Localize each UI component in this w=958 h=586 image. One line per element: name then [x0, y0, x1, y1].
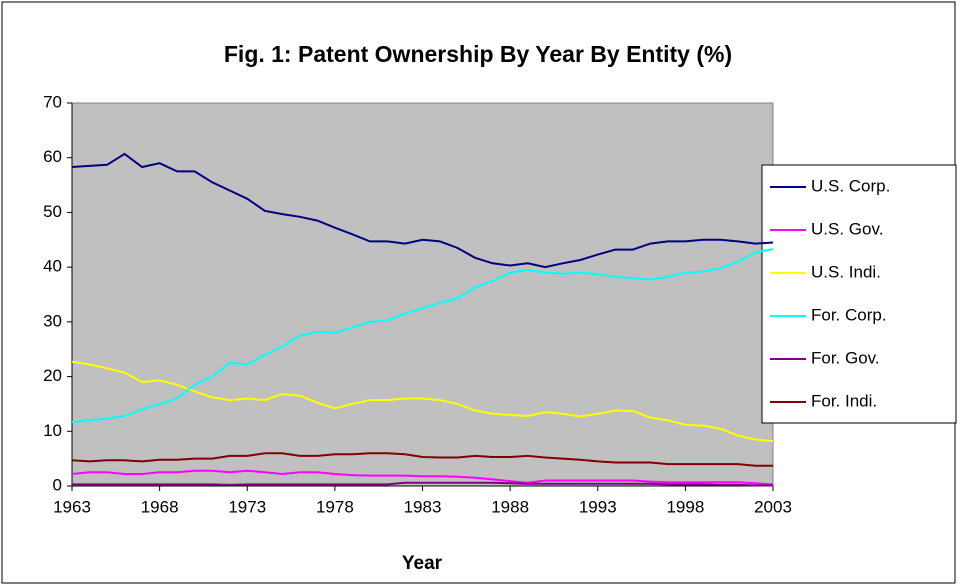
x-tick-label: 1993: [579, 497, 617, 516]
series-line: [71, 248, 774, 423]
x-tick-label: 1998: [666, 497, 704, 516]
legend-label: U.S. Corp.: [811, 176, 890, 195]
y-tick-label: 60: [43, 147, 62, 166]
x-tick-label: 1963: [53, 497, 91, 516]
plot-area: [71, 102, 774, 487]
y-tick-label: 50: [43, 202, 62, 221]
series-line: [71, 452, 773, 467]
x-axis-title: Year: [402, 553, 443, 574]
series-line: [71, 152, 774, 269]
series-line: [72, 481, 773, 487]
series-line: [71, 469, 774, 486]
x-tick-label: 1988: [491, 497, 529, 516]
x-tick-label: 2003: [754, 497, 792, 516]
legend-label: U.S. Indi.: [811, 262, 881, 281]
legend-label: For. Corp.: [811, 305, 887, 324]
y-tick-label: 70: [43, 92, 62, 111]
y-tick-label: 40: [43, 257, 62, 276]
x-tick-label: 1968: [141, 497, 179, 516]
legend: [761, 164, 957, 424]
legend-label: For. Gov.: [811, 348, 880, 367]
legend-label: For. Indi.: [811, 391, 877, 410]
y-tick-label: 20: [43, 366, 62, 385]
y-tick-label: 0: [53, 475, 62, 494]
x-tick-label: 1978: [316, 497, 354, 516]
y-tick-label: 30: [43, 311, 62, 330]
y-tick-label: 10: [43, 421, 62, 440]
x-tick-label: 1973: [228, 497, 266, 516]
legend-label: U.S. Gov.: [811, 219, 883, 238]
x-tick-label: 1983: [404, 497, 442, 516]
chart-title: Fig. 1: Patent Ownership By Year By Enti…: [224, 41, 732, 67]
